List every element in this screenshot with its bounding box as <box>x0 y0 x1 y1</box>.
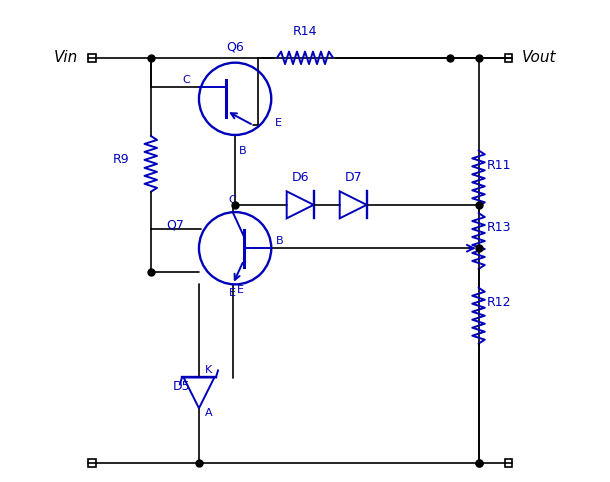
Text: D5: D5 <box>173 380 190 393</box>
Text: B: B <box>276 236 284 246</box>
Text: R14: R14 <box>293 25 317 38</box>
Text: R11: R11 <box>487 159 512 172</box>
Text: K: K <box>205 364 212 375</box>
Text: C: C <box>182 76 190 85</box>
Text: R12: R12 <box>487 296 512 309</box>
Text: A: A <box>205 408 212 418</box>
Text: D6: D6 <box>292 171 309 184</box>
Bar <box>504 54 512 62</box>
Text: B: B <box>239 146 246 156</box>
Text: Q6: Q6 <box>226 40 244 54</box>
Text: E: E <box>237 285 243 295</box>
Text: R13: R13 <box>487 221 512 234</box>
Text: Q7: Q7 <box>167 219 184 232</box>
Text: Vout: Vout <box>522 50 556 66</box>
Text: Vin: Vin <box>54 50 79 66</box>
Text: E: E <box>275 118 282 128</box>
Bar <box>504 459 512 467</box>
Text: R9: R9 <box>112 153 129 165</box>
Text: D7: D7 <box>345 171 362 184</box>
Bar <box>88 459 96 467</box>
Text: E: E <box>229 288 236 298</box>
Text: C: C <box>229 195 237 205</box>
Bar <box>88 54 96 62</box>
